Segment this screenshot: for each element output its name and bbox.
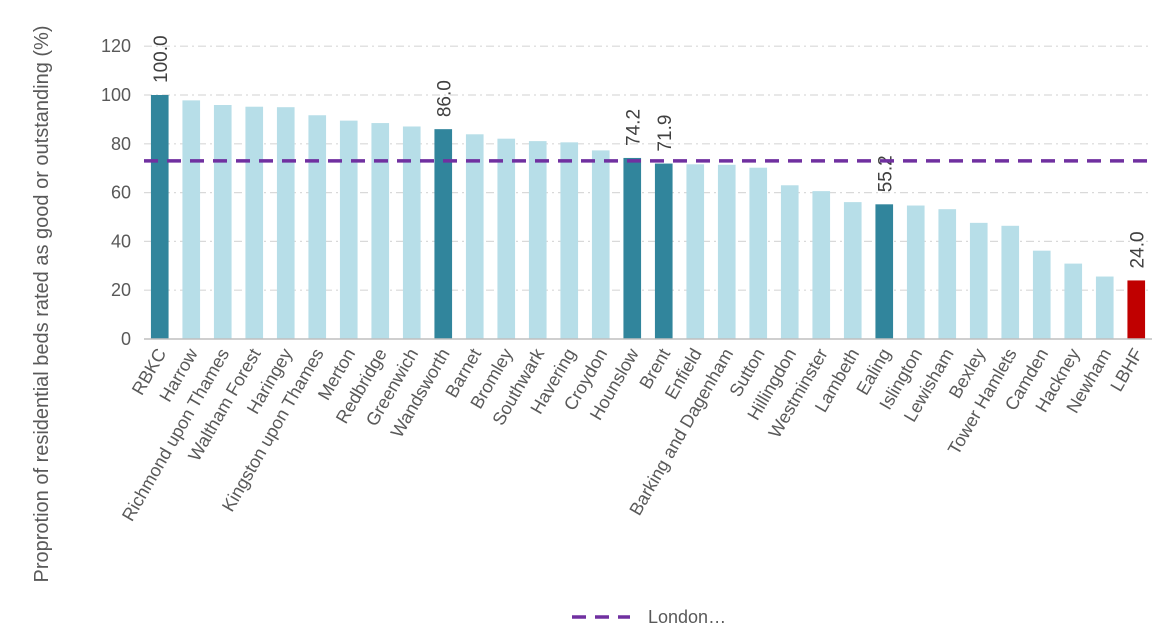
bar-richmond-upon-thames [213,105,232,339]
bar-islington [906,205,925,339]
bar-sutton [749,167,768,339]
bar-lambeth [843,202,862,339]
legend-label-london: London… [648,607,726,627]
data-label-lbhf: 24.0 [1127,231,1148,268]
bar-enfield [686,164,705,339]
bar-ealing [875,204,894,339]
bar-tower-hamlets [1001,225,1020,339]
y-tick-label: 40 [111,231,131,251]
bars [150,95,1146,340]
bar-barnet [465,134,484,339]
bar-wandsworth [434,129,453,339]
bar-newham [1095,276,1114,339]
data-label-ealing: 55.2 [875,155,896,192]
bar-kingston-upon-thames [308,115,327,339]
bar-southwark [528,141,547,339]
data-label-brent: 71.9 [655,115,676,152]
bar-westminster [812,191,831,339]
data-label-rbkc: 100.0 [151,35,172,83]
y-tick-label: 60 [111,183,131,203]
bar-barking-and-dagenham [717,164,736,339]
bar-rbkc [150,95,169,339]
gridlines [144,45,1152,291]
legend: London… [572,607,726,627]
bar-hounslow [623,157,642,339]
bar-camden [1032,250,1051,339]
category-label-lbhf: LBHF [1106,345,1146,395]
bar-bexley [969,222,988,339]
y-axis-title: Proprotion of residential beds rated as … [31,25,53,582]
bar-lbhf [1127,280,1146,339]
y-tick-label: 80 [111,134,131,154]
bar-havering [560,142,579,339]
y-tick-label: 100 [101,85,131,105]
y-tick-label: 20 [111,280,131,300]
bar-greenwich [402,126,421,339]
bar-hackney [1064,263,1083,339]
data-labels: 100.0 86.0 74.2 71.9 55.2 24.0 [151,35,1149,268]
data-label-hounslow: 74.2 [623,109,644,146]
bar-brent [654,163,673,339]
bar-hillingdon [780,185,799,339]
bar-merton [339,120,358,340]
y-tick-label: 0 [121,329,131,349]
data-label-wandsworth: 86.0 [434,80,455,117]
bar-waltham-forest [245,106,264,339]
bar-lewisham [938,209,957,339]
bar-redbridge [371,123,390,339]
bar-haringey [276,107,295,339]
bar-bromley [497,138,516,339]
bar-harrow [182,100,201,339]
y-axis-ticks: 0 20 40 60 80 100 120 [101,36,131,349]
y-tick-label: 120 [101,36,131,56]
bar-croydon [591,150,610,339]
